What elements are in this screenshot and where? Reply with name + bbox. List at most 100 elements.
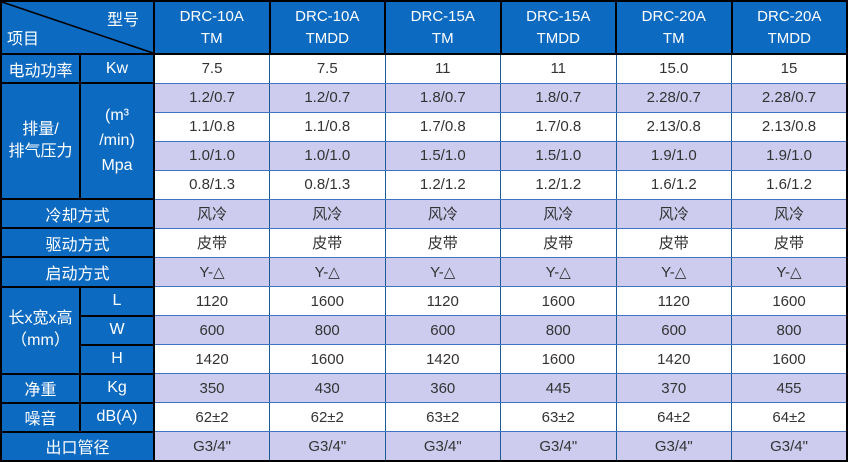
noise-value: 63±2 — [500, 402, 617, 433]
outlet-value: G3/4" — [385, 431, 501, 462]
displacement-value: 1.8/0.7 — [500, 83, 617, 113]
displacement-value: 1.1/0.8 — [269, 112, 386, 142]
dimension-unit-w: W — [79, 314, 155, 346]
cooling-value: 风冷 — [385, 199, 501, 229]
displacement-value: 1.7/0.8 — [385, 112, 501, 142]
outlet-value: G3/4" — [500, 431, 617, 462]
drive-value: 皮带 — [731, 228, 848, 258]
displacement-value: 2.13/0.8 — [616, 112, 732, 142]
weight-value: 350 — [154, 373, 270, 404]
dimension-value: 1120 — [154, 286, 270, 317]
start-value: Y-△ — [731, 257, 848, 288]
drive-value: 皮带 — [385, 228, 501, 258]
displacement-value: 1.5/1.0 — [385, 141, 501, 171]
power-label: 电动功率 — [0, 52, 81, 85]
power-row: 电动功率 Kw 7.5 7.5 11 11 15.0 15 — [0, 52, 848, 85]
model-name: DRC-20A — [757, 7, 822, 25]
diagonal-divider-line — [2, 2, 153, 53]
dimension-value: 1600 — [269, 286, 386, 317]
displacement-unit: (m³ /min) Mpa — [79, 82, 155, 201]
displacement-value: 1.0/1.0 — [269, 141, 386, 171]
dimension-value: 1600 — [500, 344, 617, 375]
noise-value: 62±2 — [269, 402, 386, 433]
displacement-value: 2.28/0.7 — [616, 83, 732, 113]
displacement-value: 1.2/1.2 — [385, 170, 501, 200]
model-name: DRC-10A — [179, 7, 244, 25]
displacement-value: 1.1/0.8 — [154, 112, 270, 142]
displacement-label: 排量/ 排气压力 — [0, 82, 81, 201]
corner-header-cell: 型号 项目 — [0, 0, 155, 55]
outlet-value: G3/4" — [731, 431, 848, 462]
outlet-row: 出口管径 G3/4" G3/4" G3/4" G3/4" G3/4" G3/4" — [0, 430, 848, 462]
dimension-value: 600 — [616, 315, 732, 346]
displacement-value: 1.6/1.2 — [731, 170, 848, 200]
dimension-value: 800 — [269, 315, 386, 346]
outlet-label: 出口管径 — [0, 430, 155, 462]
model-name: DRC-15A — [410, 7, 475, 25]
cooling-value: 风冷 — [269, 199, 386, 229]
dimension-row-height: H 1420 1600 1420 1600 1420 1600 — [1, 343, 848, 375]
dimension-value: 1600 — [500, 286, 617, 317]
dimensions-label: 长x宽x高 （mm） — [0, 285, 81, 375]
model-header: DRC-15A TMDD — [499, 0, 617, 55]
power-value: 7.5 — [269, 54, 386, 84]
dimension-unit-l: L — [79, 285, 155, 317]
dimension-value: 600 — [385, 315, 501, 346]
weight-value: 430 — [269, 373, 386, 404]
model-header: DRC-20A TM — [615, 0, 733, 55]
weight-value: 370 — [616, 373, 732, 404]
power-value: 11 — [385, 54, 501, 84]
dimension-value: 600 — [154, 315, 270, 346]
header-row: 型号 项目 DRC-10A TM DRC-10A TMDD DRC-15A TM DR… — [0, 0, 848, 55]
dimension-row-width: W 600 800 600 800 600 800 — [1, 314, 848, 346]
model-variant: TMDD — [536, 29, 580, 47]
displacement-value: 1.0/1.0 — [154, 141, 270, 171]
displacement-value: 0.8/1.3 — [154, 170, 270, 200]
displacement-value: 1.6/1.2 — [616, 170, 732, 200]
displacement-value: 1.7/0.8 — [500, 112, 617, 142]
power-value: 15 — [731, 54, 848, 84]
dimension-value: 1420 — [616, 344, 732, 375]
model-header: DRC-10A TM — [153, 0, 271, 55]
dimension-unit-h: H — [79, 343, 155, 375]
displacement-value: 1.5/1.0 — [500, 141, 617, 171]
displacement-value: 2.28/0.7 — [731, 83, 848, 113]
model-name: DRC-20A — [641, 7, 706, 25]
noise-label: 噪音 — [0, 401, 81, 433]
drive-label: 驱动方式 — [0, 227, 155, 259]
corner-model-label: 型号 — [106, 12, 139, 29]
weight-value: 445 — [500, 373, 617, 404]
start-value: Y-△ — [500, 257, 617, 288]
start-value: Y-△ — [269, 257, 386, 288]
displacement-value: 1.2/0.7 — [269, 83, 386, 113]
cooling-value: 风冷 — [731, 199, 848, 229]
displacement-value: 1.9/1.0 — [731, 141, 848, 171]
noise-row: 噪音 dB(A) 62±2 62±2 63±2 63±2 64±2 64±2 — [0, 401, 848, 433]
noise-value: 64±2 — [731, 402, 848, 433]
cooling-value: 风冷 — [500, 199, 617, 229]
dimension-value: 800 — [731, 315, 848, 346]
dimension-value: 1420 — [154, 344, 270, 375]
cooling-value: 风冷 — [616, 199, 732, 229]
weight-row: 净重 Kg 350 430 360 445 370 455 — [0, 372, 848, 404]
start-row: 启动方式 Y-△ Y-△ Y-△ Y-△ Y-△ Y-△ — [0, 256, 848, 288]
displacement-value: 2.13/0.8 — [731, 112, 848, 142]
displacement-row: 排量/ 排气压力 (m³ /min) Mpa 1.2/0.7 1.2/0.7 1… — [0, 82, 848, 201]
dimension-value: 1420 — [385, 344, 501, 375]
displacement-value: 1.2/1.2 — [500, 170, 617, 200]
cooling-label: 冷却方式 — [0, 198, 155, 230]
outlet-value: G3/4" — [269, 431, 386, 462]
noise-value: 64±2 — [616, 402, 732, 433]
dimension-value: 1600 — [731, 286, 848, 317]
displacement-value: 1.9/1.0 — [616, 141, 732, 171]
weight-value: 360 — [385, 373, 501, 404]
noise-value: 62±2 — [154, 402, 270, 433]
model-name: DRC-15A — [526, 7, 591, 25]
drive-value: 皮带 — [616, 228, 732, 258]
power-value: 7.5 — [154, 54, 270, 84]
weight-unit: Kg — [79, 372, 155, 404]
weight-label: 净重 — [0, 372, 81, 404]
cooling-value: 风冷 — [154, 199, 270, 229]
model-variant: TM — [200, 29, 223, 47]
power-value: 15.0 — [616, 54, 732, 84]
